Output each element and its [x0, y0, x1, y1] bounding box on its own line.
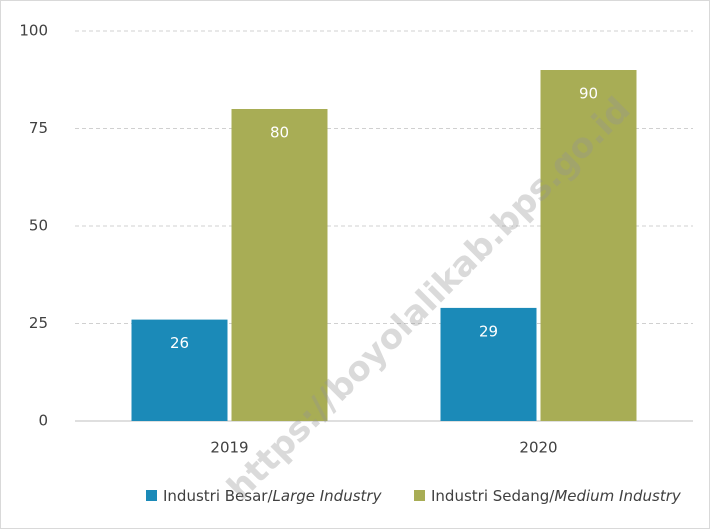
legend-label: Industri Besar/Large Industry: [163, 487, 383, 505]
y-tick-label: 100: [19, 22, 48, 40]
legend-swatch: [414, 490, 425, 501]
bar: [131, 319, 228, 421]
y-tick-label: 75: [29, 119, 48, 137]
bar: [540, 70, 637, 421]
legend-label: Industri Sedang/Medium Industry: [431, 487, 682, 505]
x-tick-label: 2019: [210, 439, 248, 457]
bar: [440, 307, 537, 421]
data-label: 29: [479, 322, 498, 340]
legend-swatch: [146, 490, 157, 501]
y-tick-label: 25: [29, 314, 48, 332]
data-label: 80: [270, 124, 289, 142]
x-tick-label: 2020: [519, 439, 557, 457]
data-label: 90: [579, 85, 598, 103]
y-tick-label: 0: [38, 412, 48, 430]
bar: [231, 109, 328, 421]
y-tick-label: 50: [29, 217, 48, 235]
data-label: 26: [170, 334, 189, 352]
